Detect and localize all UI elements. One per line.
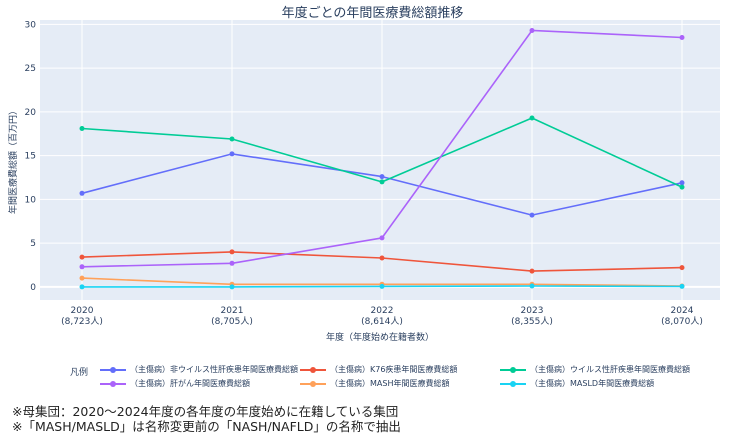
legend-item-3[interactable]: （主傷病）肝がん年間医療費総額 [100, 378, 250, 389]
legend-swatch [100, 380, 126, 388]
legend-item-4[interactable]: （主傷病）MASH年間医療費総額 [300, 378, 449, 389]
legend-label: （主傷病）肝がん年間医療費総額 [130, 379, 250, 388]
data-point-1-4 [679, 265, 685, 271]
data-point-0-2 [379, 174, 385, 180]
footnotes: ※母集団：2020～2024年度の各年度の年度始めに在籍している集団 ※「MAS… [12, 404, 401, 434]
data-point-5-0 [79, 284, 85, 290]
x-tick-label-year: 2022 [371, 306, 394, 316]
data-point-3-1 [229, 260, 235, 266]
data-point-0-1 [229, 151, 235, 157]
data-point-3-3 [529, 28, 535, 33]
y-tick-label: 15 [25, 152, 36, 162]
x-tick-label-year: 2024 [671, 306, 694, 316]
y-tick-labels: 0 5 10 15 20 25 30 [25, 20, 37, 293]
data-point-1-3 [529, 268, 535, 274]
data-point-0-0 [79, 190, 85, 196]
legend-swatch [500, 380, 526, 388]
y-axis-title: 年間医療費総額（百万円） [7, 106, 19, 214]
chart-title: 年度ごとの年間医療費総額推移 [281, 6, 464, 21]
legend-swatch [100, 366, 126, 374]
legend-label: （主傷病）ウイルス性肝疾患年間医療費総額 [530, 365, 690, 374]
data-point-1-1 [229, 249, 235, 255]
data-point-0-4 [679, 180, 685, 186]
x-tick-label-count: (8,355人) [511, 316, 553, 327]
data-point-3-0 [79, 264, 85, 270]
x-tick-label-count: (8,723人) [61, 316, 103, 327]
data-point-2-4 [679, 184, 685, 190]
plot-area [40, 20, 720, 300]
y-tick-label: 30 [25, 20, 37, 30]
data-point-2-3 [529, 115, 535, 121]
x-tick-label-count: (8,614人) [361, 316, 403, 327]
legend-label: （主傷病）MASLD年間医療費総額 [530, 379, 655, 388]
data-point-5-3 [529, 283, 535, 289]
legend-item-2[interactable]: （主傷病）ウイルス性肝疾患年間医療費総額 [500, 364, 690, 375]
footnote-population: ※母集団：2020～2024年度の各年度の年度始めに在籍している集団 [12, 404, 399, 419]
legend-label: （主傷病）非ウイルス性肝疾患年間医療費総額 [130, 365, 298, 374]
data-point-5-1 [229, 284, 235, 290]
legend-item-5[interactable]: （主傷病）MASLD年間医療費総額 [500, 378, 654, 389]
y-tick-label: 10 [25, 195, 37, 205]
data-point-2-0 [79, 126, 85, 131]
data-point-5-4 [679, 283, 685, 289]
x-tick-label-year: 2023 [521, 306, 544, 316]
data-point-3-2 [379, 235, 385, 241]
legend-title: 凡例 [70, 368, 89, 378]
x-tick-label-count: (8,070人) [661, 316, 703, 327]
x-tick-label-count: (8,705人) [211, 316, 253, 327]
y-tick-label: 25 [25, 64, 36, 74]
legend-label: （主傷病）MASH年間医療費総額 [330, 379, 450, 388]
data-point-0-3 [529, 212, 535, 218]
y-tick-label: 0 [30, 283, 36, 293]
data-point-5-2 [379, 283, 385, 289]
footnote-naming: ※「MASH/MASLD」は名称変更前の「NASH/NAFLD」の名称で抽出 [12, 419, 401, 434]
data-point-1-2 [379, 255, 385, 261]
data-point-2-1 [229, 136, 235, 142]
x-tick-labels: 2020(8,723人) 2021(8,705人) 2022(8,614人) 2023… [61, 306, 703, 327]
legend-item-1[interactable]: （主傷病）K76疾患年間医療費総額 [300, 364, 457, 375]
legend-swatch [300, 366, 326, 374]
y-tick-label: 5 [30, 239, 36, 249]
data-point-4-0 [79, 275, 85, 281]
x-tick-label-year: 2020 [71, 306, 94, 316]
legend-swatch [300, 380, 326, 388]
y-tick-label: 20 [25, 108, 37, 118]
x-axis-title: 年度（年度始め在籍者数） [326, 331, 434, 343]
data-point-2-2 [379, 179, 385, 185]
data-point-1-0 [79, 254, 85, 260]
legend-item-0[interactable]: （主傷病）非ウイルス性肝疾患年間医療費総額 [100, 364, 298, 375]
x-tick-label-year: 2021 [221, 306, 244, 316]
data-point-3-4 [679, 35, 685, 40]
legend-label: （主傷病）K76疾患年間医療費総額 [330, 365, 458, 374]
legend-swatch [500, 366, 526, 374]
series-points [79, 28, 685, 290]
